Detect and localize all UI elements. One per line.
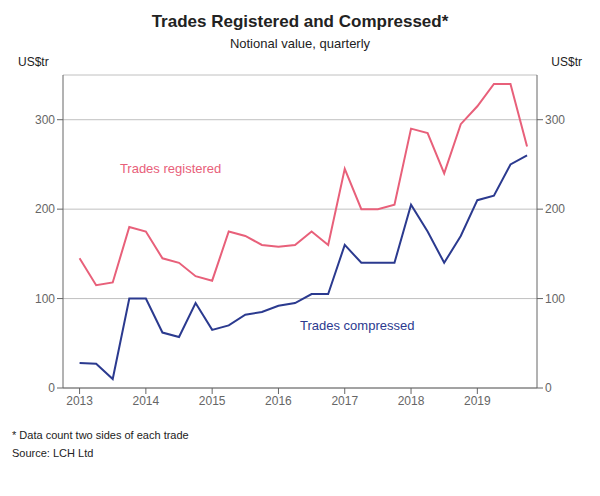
- svg-text:2018: 2018: [398, 394, 425, 408]
- html-text:Trades compressed: Trades compressed: [300, 317, 415, 333]
- svg-text:0: 0: [48, 381, 55, 395]
- svg-text:200: 200: [545, 202, 565, 216]
- svg-text:2017: 2017: [331, 394, 358, 408]
- svg-text:0: 0: [545, 381, 552, 395]
- svg-text:300: 300: [545, 113, 565, 127]
- svg-text:2016: 2016: [265, 394, 292, 408]
- svg-text:100: 100: [545, 292, 565, 306]
- html-text:Trades Registered and Compress: Trades Registered and Compressed*: [151, 12, 449, 31]
- svg-text:100: 100: [35, 292, 55, 306]
- svg-text:2019: 2019: [464, 394, 491, 408]
- html-text:Source: LCH Ltd: Source: LCH Ltd: [12, 447, 94, 459]
- svg-text:2013: 2013: [66, 394, 93, 408]
- svg-text:200: 200: [35, 202, 55, 216]
- svg-text:2014: 2014: [133, 394, 160, 408]
- svg-text:2015: 2015: [199, 394, 226, 408]
- html-text:US$tr: US$tr: [551, 55, 582, 69]
- html-text:Notional value, quarterly: Notional value, quarterly: [229, 36, 371, 51]
- html-text:* Data count two sides of each: * Data count two sides of each trade: [12, 429, 189, 441]
- svg-text:300: 300: [35, 113, 55, 127]
- html-text:US$tr: US$tr: [18, 55, 49, 69]
- html-text:Trades registered: Trades registered: [119, 161, 222, 177]
